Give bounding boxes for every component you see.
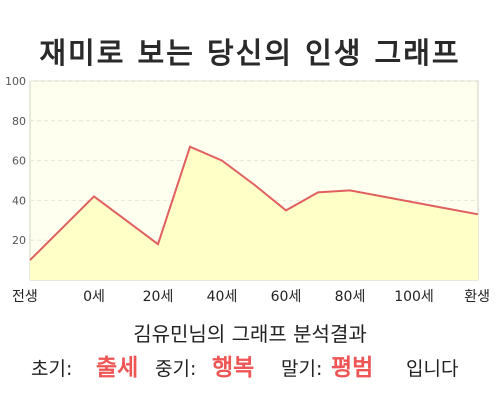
x-tick-label: 환생 xyxy=(464,289,490,305)
x-tick-label: 40세 xyxy=(207,289,238,305)
analysis-subtitle: 김유민님의 그래프 분석결과 xyxy=(133,322,367,346)
x-tick-label: 20세 xyxy=(143,289,174,305)
late-value: 평범 xyxy=(331,355,374,381)
x-tick-label: 전생 xyxy=(12,289,38,305)
ending-text: 입니다 xyxy=(406,358,459,380)
y-tick-label: 80 xyxy=(12,115,26,128)
mid-value: 행복 xyxy=(212,355,255,381)
y-tick-label: 40 xyxy=(12,194,26,207)
x-tick-label: 100세 xyxy=(394,289,434,305)
y-tick-label: 60 xyxy=(12,155,26,168)
early-value: 출세 xyxy=(96,355,139,381)
late-label: 말기: xyxy=(281,358,323,380)
x-axis-ticks: 전생 0세 20세 40세 60세 80세 100세 환생 xyxy=(12,289,490,305)
y-axis-ticks: 20 40 60 80 100 xyxy=(5,75,26,247)
mid-label: 중기: xyxy=(155,358,197,380)
early-label: 초기: xyxy=(31,358,73,380)
x-tick-label: 0세 xyxy=(83,289,105,305)
y-tick-label: 100 xyxy=(5,75,26,88)
life-series-line xyxy=(29,145,479,261)
y-tick-label: 20 xyxy=(12,234,26,247)
x-tick-label: 80세 xyxy=(335,289,366,305)
life-area-fill xyxy=(30,146,478,280)
page-title: 재미로 보는 당신의 인생 그래프 xyxy=(39,36,461,70)
x-tick-label: 60세 xyxy=(271,289,302,305)
